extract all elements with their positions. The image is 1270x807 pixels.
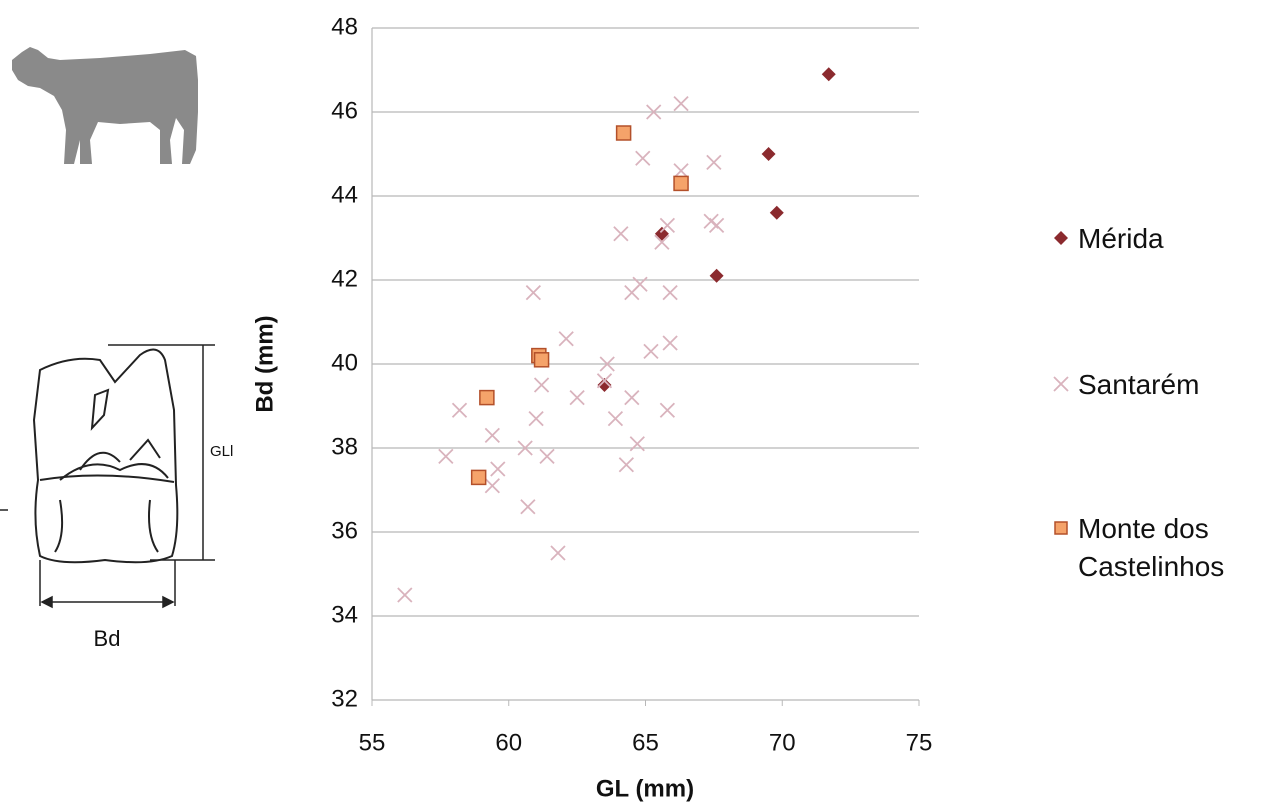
legend-swatch [1054,231,1068,245]
legend-swatch [1053,376,1069,392]
point [629,436,645,452]
legend-marker [1054,521,1068,535]
point [624,389,640,406]
y-tick-label: 40 [331,349,358,376]
legend-entry: Monte dos Castelinhos [1052,510,1262,586]
point [607,410,624,427]
point [654,234,670,250]
point [673,95,689,112]
breadth-label: Bd [94,626,121,651]
point [769,205,784,220]
legend-label: Monte dos Castelinhos [1078,513,1225,582]
point [662,335,678,351]
point [635,150,651,166]
x-tick-label: 60 [495,729,522,756]
point [597,378,612,392]
y-tick-label: 38 [331,433,358,460]
point [479,389,495,406]
y-axis-title: Bd (mm) [251,315,278,412]
point [528,410,544,427]
point [558,331,574,347]
length-label: GLl [210,443,233,460]
point [397,587,413,603]
legend-marker [1054,231,1068,245]
bone-illustration [32,348,179,564]
point [659,402,676,418]
point [470,469,487,486]
point [569,389,585,406]
point [599,356,615,372]
point [438,448,454,465]
point [659,217,676,234]
x-tick-label: 75 [906,729,933,756]
legend-label: Santarém [1078,369,1200,400]
x-axis-title: GL (mm) [596,775,694,802]
legend-entry: Mérida [1052,220,1262,258]
point [708,217,725,234]
legend-label: Mérida [1078,223,1164,254]
point [618,457,634,473]
x-tick-label: 70 [769,729,796,756]
point [643,343,659,360]
legend-entry: Santarém [1052,366,1262,404]
bone-dimensions [0,344,215,609]
point [706,154,722,171]
point [646,104,662,120]
point [539,448,555,465]
point [484,427,500,444]
y-tick-label: 34 [331,601,358,628]
point [484,478,500,494]
point [821,67,836,82]
point [520,499,536,515]
point [761,147,776,161]
point [525,284,542,301]
y-tick-label: 36 [331,517,358,544]
point [709,268,724,283]
y-tick-label: 44 [331,181,358,208]
point [490,461,506,477]
point [654,226,669,241]
point [673,175,689,192]
point [533,352,550,368]
point [662,284,678,301]
point [673,163,689,179]
point [517,440,533,456]
y-tick-label: 48 [331,13,358,40]
point [615,125,632,141]
cow-illustration [12,47,198,164]
point [533,377,550,393]
point [596,373,613,389]
y-tick-label: 42 [331,265,358,292]
y-tick-label: 32 [331,685,358,712]
legend-swatch [1054,521,1068,535]
point [624,284,640,301]
point [451,402,468,418]
x-tick-label: 55 [359,729,386,756]
x-tick-label: 65 [632,729,659,756]
point [613,226,629,242]
point [550,545,566,561]
legend-marker [1053,376,1069,392]
y-tick-label: 46 [331,97,358,124]
